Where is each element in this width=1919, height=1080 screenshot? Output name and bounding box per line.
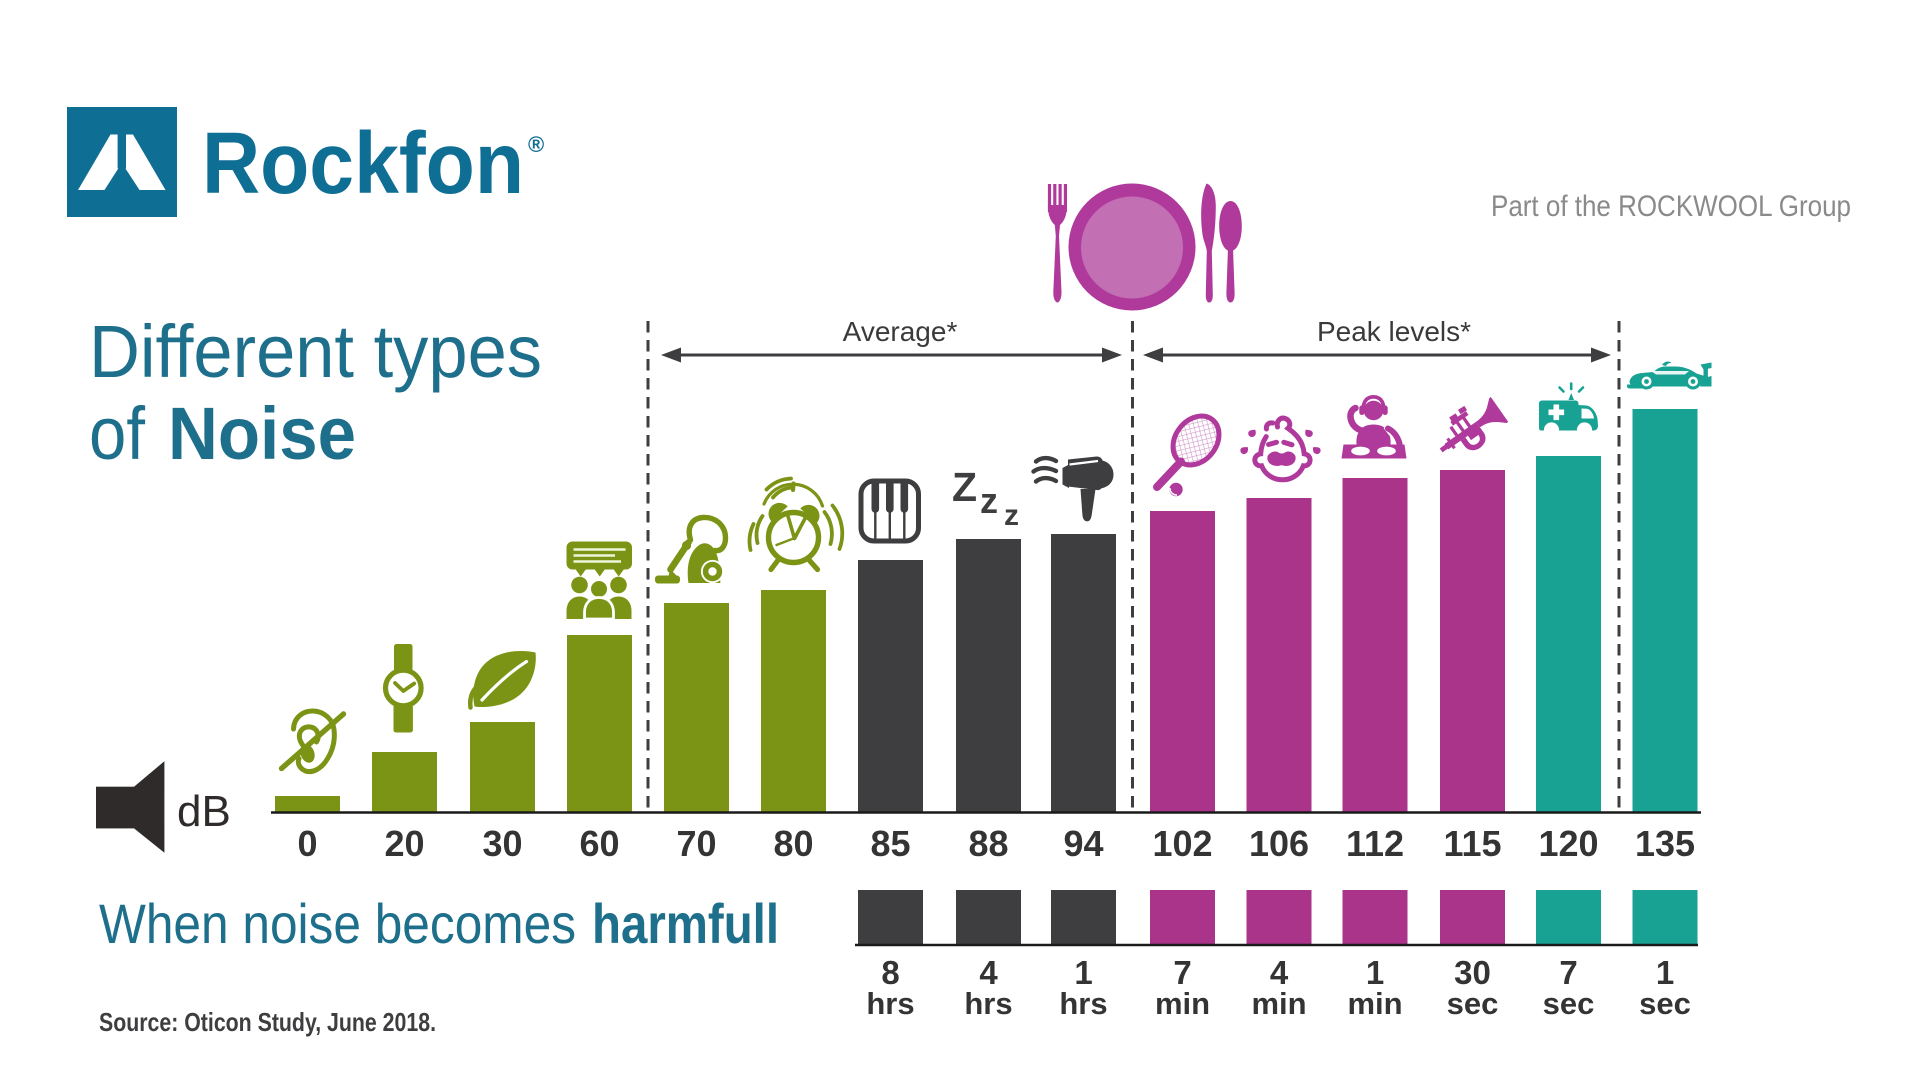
svg-text:z: z — [980, 480, 998, 521]
svg-text:of: of — [89, 392, 145, 475]
svg-text:0: 0 — [297, 823, 317, 864]
svg-text:120: 120 — [1538, 823, 1598, 864]
svg-text:hrs: hrs — [1059, 986, 1107, 1021]
svg-text:80: 80 — [773, 823, 813, 864]
svg-text:min: min — [1347, 986, 1402, 1021]
svg-text:z: z — [1004, 499, 1019, 532]
svg-text:30: 30 — [1454, 954, 1491, 991]
svg-text:dB: dB — [177, 787, 231, 836]
svg-text:Average*: Average* — [843, 316, 958, 347]
svg-text:1: 1 — [1074, 954, 1092, 991]
svg-text:94: 94 — [1063, 823, 1103, 864]
svg-text:min: min — [1251, 986, 1306, 1021]
svg-text:70: 70 — [676, 823, 716, 864]
svg-text:harmfull: harmfull — [592, 892, 779, 955]
svg-text:Peak levels*: Peak levels* — [1317, 316, 1471, 347]
svg-text:®: ® — [528, 132, 544, 157]
svg-text:Rockfon: Rockfon — [202, 115, 524, 212]
svg-text:sec: sec — [1639, 986, 1691, 1021]
svg-text:Noise: Noise — [168, 392, 356, 475]
svg-text:1: 1 — [1366, 954, 1384, 991]
svg-text:112: 112 — [1346, 823, 1404, 864]
svg-text:Source: Oticon Study, June 201: Source: Oticon Study, June 2018. — [99, 1007, 436, 1037]
svg-text:20: 20 — [384, 823, 424, 864]
svg-text:102: 102 — [1152, 823, 1212, 864]
svg-text:4: 4 — [979, 954, 998, 991]
svg-text:When noise becomes: When noise becomes — [99, 892, 576, 955]
svg-text:Z: Z — [952, 464, 977, 510]
svg-text:8: 8 — [881, 954, 899, 991]
svg-text:min: min — [1155, 986, 1210, 1021]
svg-text:7: 7 — [1559, 954, 1577, 991]
svg-text:135: 135 — [1635, 823, 1695, 864]
svg-text:88: 88 — [968, 823, 1008, 864]
svg-text:60: 60 — [579, 823, 619, 864]
svg-text:7: 7 — [1173, 954, 1191, 991]
svg-text:4: 4 — [1270, 954, 1289, 991]
svg-text:1: 1 — [1656, 954, 1674, 991]
svg-text:sec: sec — [1447, 986, 1499, 1021]
svg-text:sec: sec — [1543, 986, 1595, 1021]
svg-text:30: 30 — [482, 823, 522, 864]
svg-text:85: 85 — [870, 823, 910, 864]
svg-text:hrs: hrs — [866, 986, 914, 1021]
svg-text:115: 115 — [1443, 823, 1501, 864]
svg-text:106: 106 — [1249, 823, 1309, 864]
svg-text:Different types: Different types — [89, 310, 542, 393]
svg-text:hrs: hrs — [964, 986, 1012, 1021]
svg-text:Part of the ROCKWOOL Group: Part of the ROCKWOOL Group — [1491, 190, 1851, 223]
